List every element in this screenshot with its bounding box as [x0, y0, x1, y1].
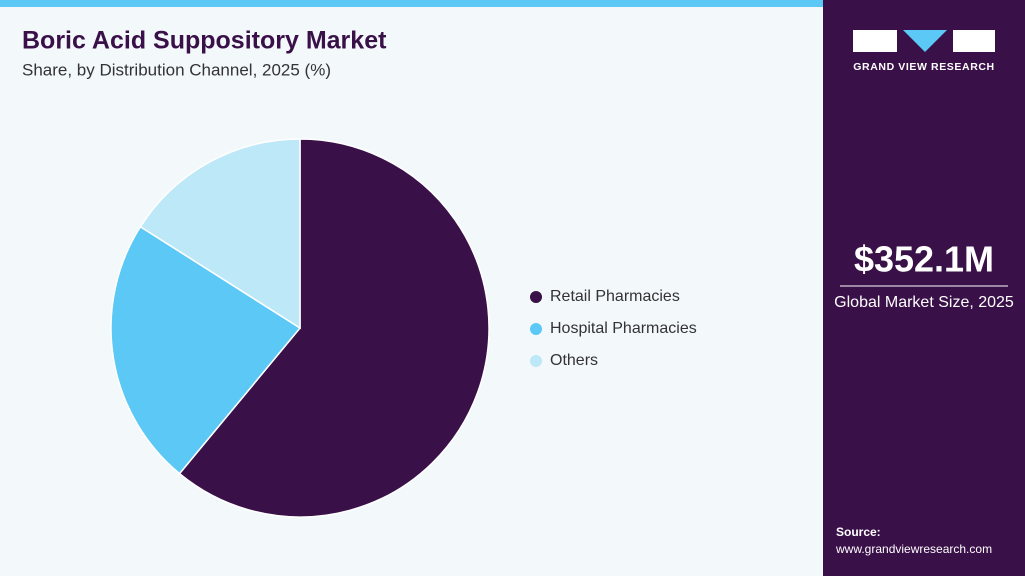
legend-label: Retail Pharmacies	[550, 288, 680, 305]
legend-marker	[530, 291, 542, 303]
legend-marker	[530, 355, 542, 367]
top-strip	[0, 0, 823, 7]
market-size-label: Global Market Size, 2025	[834, 294, 1014, 311]
pie-slice	[139, 138, 301, 330]
legend: Retail Pharmacies Hospital Pharmacies Othe…	[530, 288, 697, 369]
pie-slice	[178, 138, 490, 518]
chart-subtitle: Share, by Distribution Channel, 2025 (%)	[22, 60, 331, 79]
brand: GRAND VIEW RESEARCH	[853, 61, 995, 73]
source-label: Source:	[836, 525, 881, 539]
chart-title: Boric Acid Suppository Market	[22, 27, 387, 55]
legend-label: Others	[550, 352, 598, 369]
logo-block	[903, 30, 947, 52]
market-size-label-box: Global Market Size, 2025	[834, 294, 1014, 311]
source-url: www.grandviewresearch.com	[835, 542, 992, 556]
sidebar	[823, 0, 1025, 576]
logo-block	[853, 30, 897, 52]
pie-slice	[110, 225, 302, 475]
pie	[110, 138, 490, 518]
logo-block	[953, 30, 995, 52]
market-size: $352.1M	[854, 239, 994, 280]
legend-marker	[530, 323, 542, 335]
legend-label: Hospital Pharmacies	[550, 320, 697, 337]
logo: GRAND VIEW RESEARCH	[853, 30, 995, 73]
